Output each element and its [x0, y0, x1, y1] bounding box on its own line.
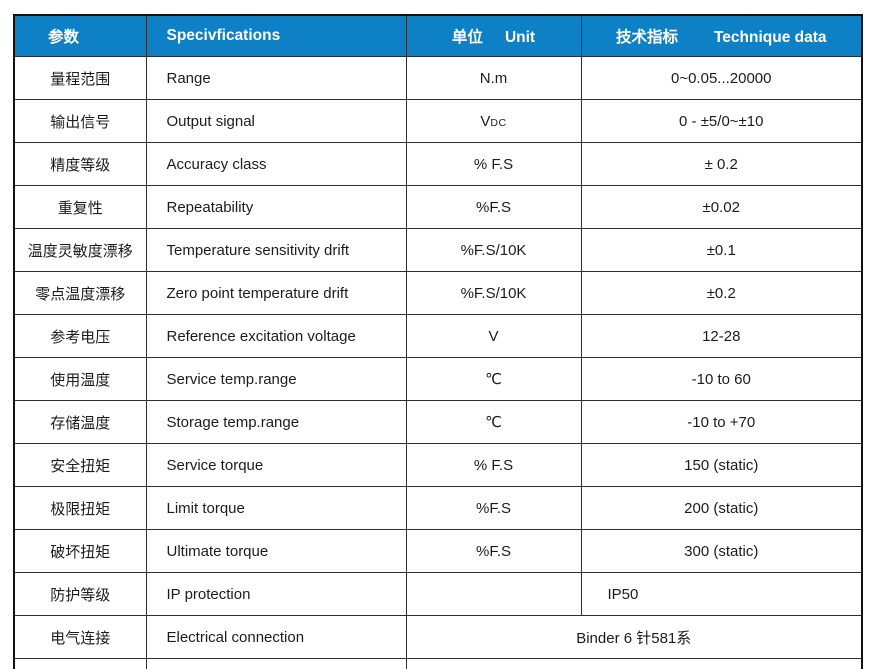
table-row: 零点温度漂移 Zero point temperature drift %F.S…: [13, 271, 863, 315]
table-row: 参考电压 Reference excitation voltage V 12-2…: [13, 314, 863, 358]
value-cell: ±0.02: [580, 185, 863, 229]
unit-cell: %F.S/10K: [405, 271, 582, 315]
param-cell: 零点温度漂移: [13, 271, 147, 315]
table-row: 存储温度 Storage temp.range ℃ -10 to +70: [13, 400, 863, 444]
specifications-table: 参数 Specivfications 单位 Unit 技术指标 Technique …: [13, 14, 863, 669]
value-cell: ±0.1: [580, 228, 863, 272]
unit-cell: N.m: [405, 56, 582, 100]
table-row: 使用温度 Service temp.range ℃ -10 to 60: [13, 357, 863, 401]
param-cell: 存储温度: [13, 400, 147, 444]
unit-cell: [405, 572, 582, 616]
param-cell: 破坏扭矩: [13, 529, 147, 573]
header-tech: 技术指标 Technique data: [580, 14, 863, 57]
table-row: 温度灵敏度漂移 Temperature sensitivity drift %F…: [13, 228, 863, 272]
header-unit-cn: 单位: [451, 29, 483, 46]
value-cell: 12-28: [580, 314, 863, 358]
value-cell: ±0.2: [580, 271, 863, 315]
header-row: 参数 Specivfications 单位 Unit 技术指标 Technique …: [13, 14, 863, 57]
param-cell: 输出信号: [13, 99, 147, 143]
param-cell: 参考电压: [13, 314, 147, 358]
header-param: 参数: [13, 14, 147, 57]
header-spec: Specivfications: [145, 14, 407, 57]
param-cell: 量程范围: [13, 56, 147, 100]
value-cell: IP50: [580, 572, 863, 616]
header-unit-en: Unit: [504, 29, 536, 46]
spec-cell: Service temp.range: [145, 357, 407, 401]
value-cell: 0~0.05...20000: [580, 56, 863, 100]
param-cell: 精度等级: [13, 142, 147, 186]
param-cell: 电气连接: [13, 615, 147, 659]
table-row: 防护等级 IP protection IP50: [13, 572, 863, 616]
unit-cell: %F.S: [405, 185, 582, 229]
value-cell: 150 (static): [580, 443, 863, 487]
param-cell: 温度灵敏度漂移: [13, 228, 147, 272]
value-cell: 200 (static): [580, 486, 863, 530]
spec-cell: Storage temp.range: [145, 400, 407, 444]
spec-cell: Range: [145, 56, 407, 100]
unit-main: V: [480, 112, 491, 130]
spec-cell: Temperature sensitivity drift: [145, 228, 407, 272]
value-cell: ± 0.2: [580, 142, 863, 186]
value-cell: -10 to 60: [580, 357, 863, 401]
header-unit: 单位 Unit: [405, 14, 582, 57]
spec-cell: Accuracy class: [145, 142, 407, 186]
unit-cell: V: [405, 314, 582, 358]
spec-cell: IP protection: [145, 572, 407, 616]
unit-cell: VDC: [405, 99, 582, 143]
table-row: 精度等级 Accuracy class % F.S ± 0.2: [13, 142, 863, 186]
header-tech-cn: 技术指标: [615, 29, 678, 46]
param-cell: 安全扭矩: [13, 443, 147, 487]
spec-cell: Reference excitation voltage: [145, 314, 407, 358]
unit-cell: %F.S: [405, 529, 582, 573]
table-row: 备 注 Note 4~20mA(可选): [13, 658, 863, 669]
table-row: 安全扭矩 Service torque % F.S 150 (static): [13, 443, 863, 487]
unit-cell: %F.S/10K: [405, 228, 582, 272]
spec-cell: Electrical connection: [145, 615, 407, 659]
param-cell: 使用温度: [13, 357, 147, 401]
value-cell: 0 - ±5/0~±10: [580, 99, 863, 143]
unit-cell: %F.S: [405, 486, 582, 530]
table-row: 重复性 Repeatability %F.S ±0.02: [13, 185, 863, 229]
spec-cell: Limit torque: [145, 486, 407, 530]
header-tech-en: Technique data: [713, 29, 827, 46]
spec-cell: Note: [145, 658, 407, 669]
param-cell: 极限扭矩: [13, 486, 147, 530]
table-row: 极限扭矩 Limit torque %F.S 200 (static): [13, 486, 863, 530]
spec-cell: Repeatability: [145, 185, 407, 229]
unit-cell: ℃: [405, 357, 582, 401]
unit-subscript: DC: [490, 116, 507, 129]
unit-cell: ℃: [405, 400, 582, 444]
spec-cell: Output signal: [145, 99, 407, 143]
spec-cell: Zero point temperature drift: [145, 271, 407, 315]
param-cell: 备 注: [13, 658, 147, 669]
table-row: 量程范围 Range N.m 0~0.05...20000: [13, 56, 863, 100]
unit-cell: % F.S: [405, 443, 582, 487]
unit-cell: % F.S: [405, 142, 582, 186]
spec-cell: Ultimate torque: [145, 529, 407, 573]
value-cell: Binder 6 针581系: [405, 615, 863, 659]
table-row: 输出信号 Output signal VDC 0 - ±5/0~±10: [13, 99, 863, 143]
param-cell: 重复性: [13, 185, 147, 229]
table-row: 电气连接 Electrical connection Binder 6 针581…: [13, 615, 863, 659]
value-cell: 300 (static): [580, 529, 863, 573]
spec-cell: Service torque: [145, 443, 407, 487]
value-cell: 4~20mA(可选): [405, 658, 863, 669]
table-row: 破坏扭矩 Ultimate torque %F.S 300 (static): [13, 529, 863, 573]
value-cell: -10 to +70: [580, 400, 863, 444]
param-cell: 防护等级: [13, 572, 147, 616]
